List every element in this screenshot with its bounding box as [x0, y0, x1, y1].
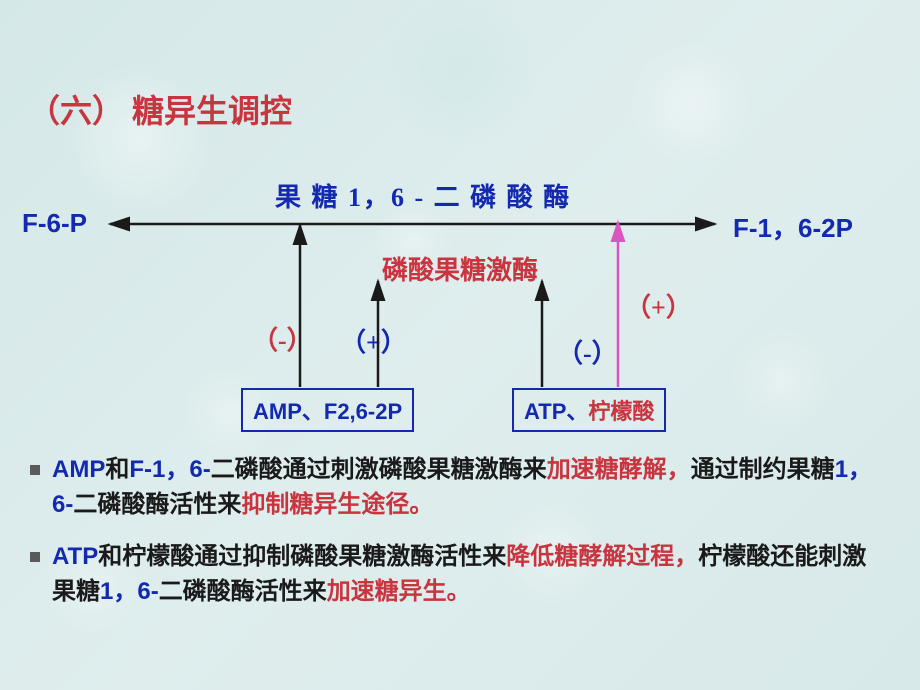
- bullet-2-text: ATP和柠檬酸通过抑制磷酸果糖激酶活性来降低糖酵解过程，柠檬酸还能刺激果糖1，6…: [52, 540, 890, 610]
- bullet-1-text: AMP和F-1，6-二磷酸通过刺激磷酸果糖激酶来加速糖酵解，通过制约果糖1，6-…: [52, 453, 890, 523]
- regulator-box-amp: AMP、F2,6-2P: [241, 388, 414, 432]
- slide-title: （六） 糖异生调控: [28, 86, 292, 132]
- regulator-box-atp: ATP、柠檬酸: [512, 388, 666, 432]
- bullet-dot-icon: [30, 465, 40, 475]
- box2-atp: ATP、: [524, 399, 588, 424]
- box2-citrate: 柠檬酸: [588, 399, 654, 424]
- bullet-1: AMP和F-1，6-二磷酸通过刺激磷酸果糖激酶来加速糖酵解，通过制约果糖1，6-…: [30, 453, 890, 523]
- bullet-dot-icon: [30, 552, 40, 562]
- enzyme-top-label: 果 糖 1，6 - 二 磷 酸 酶: [275, 177, 571, 214]
- box1-text: AMP、F2,6-2P: [253, 399, 402, 424]
- sign-plus-far-right: （+）: [625, 287, 692, 324]
- bullet-2: ATP和柠檬酸通过抑制磷酸果糖激酶活性来降低糖酵解过程，柠檬酸还能刺激果糖1，6…: [30, 540, 890, 610]
- sign-minus-right: （-）: [557, 333, 618, 370]
- sign-plus-mid: （+）: [340, 322, 407, 359]
- enzyme-mid-label: 磷酸果糖激酶: [382, 250, 538, 287]
- right-endpoint: F-1，6-2P: [733, 208, 853, 245]
- left-endpoint: F-6-P: [22, 208, 87, 239]
- sign-minus-left: （-）: [252, 320, 313, 357]
